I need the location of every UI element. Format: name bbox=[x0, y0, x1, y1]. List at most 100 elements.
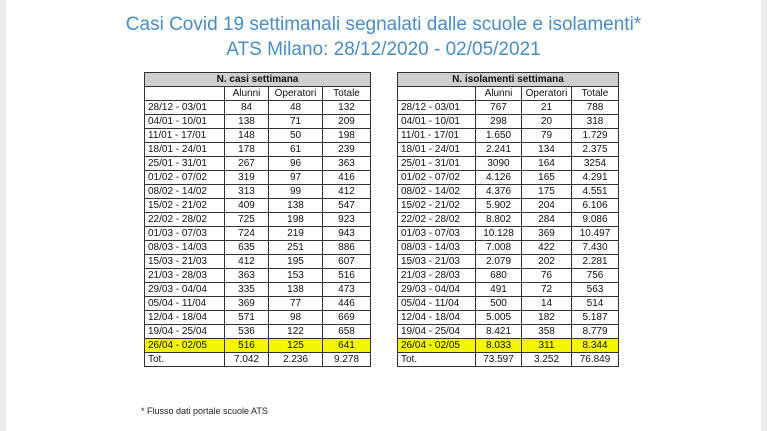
isolations-cell-alunni: 5.005 bbox=[475, 310, 522, 325]
isolations-cell-totale: 8.344 bbox=[570, 338, 620, 353]
cases-row: 19/04 - 25/04 536 122 658 bbox=[144, 324, 372, 339]
cases-cell-totale: 641 bbox=[321, 338, 372, 353]
cases-total-row: Tot. 7.042 2.236 9.278 bbox=[144, 352, 372, 367]
isolations-cell-week: 15/02 - 21/02 bbox=[397, 198, 476, 213]
isolations-row: 29/03 - 04/04 491 72 563 bbox=[397, 282, 620, 297]
cases-cell-operatori: 2.236 bbox=[268, 352, 323, 367]
isolations-cell-alunni: 2.241 bbox=[475, 142, 522, 157]
isolations-cell-operatori: 164 bbox=[521, 156, 572, 171]
cases-row: 18/01 - 24/01 178 61 239 bbox=[144, 142, 372, 157]
cases-cell-operatori: 198 bbox=[268, 212, 323, 227]
isolations-cell-week: 22/02 - 28/02 bbox=[397, 212, 476, 227]
isolations-col-alunni: Alunni bbox=[475, 86, 522, 101]
cases-cell-operatori: 138 bbox=[268, 198, 323, 213]
cases-cell-week: 11/01 - 17/01 bbox=[144, 128, 225, 143]
page-title: Casi Covid 19 settimanali segnalati dall… bbox=[125, 14, 642, 35]
cases-col-operatori: Operatori bbox=[268, 86, 323, 101]
isolations-cell-totale: 10.497 bbox=[570, 226, 620, 241]
cases-cell-alunni: 725 bbox=[224, 212, 269, 227]
isolations-cell-week: 08/02 - 14/02 bbox=[397, 184, 476, 199]
cases-cell-alunni: 84 bbox=[224, 100, 269, 115]
isolations-cell-week: 11/01 - 17/01 bbox=[397, 128, 476, 143]
isolations-row: 28/12 - 03/01 767 21 788 bbox=[397, 100, 620, 115]
isolations-cell-operatori: 134 bbox=[521, 142, 572, 157]
cases-row: 04/01 - 10/01 138 71 209 bbox=[144, 114, 372, 129]
cases-cell-totale: 363 bbox=[321, 156, 372, 171]
isolations-cell-alunni: 8.033 bbox=[475, 338, 522, 353]
isolations-row: 01/03 - 07/03 10.128 369 10.497 bbox=[397, 226, 620, 241]
isolations-cell-week: 12/04 - 18/04 bbox=[397, 310, 476, 325]
isolations-row: 12/04 - 18/04 5.005 182 5.187 bbox=[397, 310, 620, 325]
isolations-cell-week: 15/03 - 21/03 bbox=[397, 254, 476, 269]
isolations-cell-week: 25/01 - 31/01 bbox=[397, 156, 476, 171]
isolations-cell-operatori: 311 bbox=[521, 338, 572, 353]
isolations-cell-totale: 563 bbox=[570, 282, 620, 297]
cases-cell-operatori: 98 bbox=[268, 310, 323, 325]
isolations-cell-week: 29/03 - 04/04 bbox=[397, 282, 476, 297]
isolations-cell-totale: 8.779 bbox=[570, 324, 620, 339]
cases-cell-totale: 9.278 bbox=[321, 352, 372, 367]
cases-cell-operatori: 138 bbox=[268, 282, 323, 297]
cases-cell-alunni: 313 bbox=[224, 184, 269, 199]
cases-cell-alunni: 571 bbox=[224, 310, 269, 325]
cases-row: 12/04 - 18/04 571 98 669 bbox=[144, 310, 372, 325]
isolations-cell-alunni: 8.421 bbox=[475, 324, 522, 339]
cases-cell-week: 25/01 - 31/01 bbox=[144, 156, 225, 171]
cases-row: 01/02 - 07/02 319 97 416 bbox=[144, 170, 372, 185]
cases-cell-totale: 886 bbox=[321, 240, 372, 255]
isolations-table: N. isolamenti settimana Alunni Operatori… bbox=[396, 72, 620, 367]
cases-cell-week: 19/04 - 25/04 bbox=[144, 324, 225, 339]
cases-cell-totale: 943 bbox=[321, 226, 372, 241]
cases-cell-week: 15/03 - 21/03 bbox=[144, 254, 225, 269]
cases-cell-week: 05/04 - 11/04 bbox=[144, 296, 225, 311]
cases-cell-alunni: 7.042 bbox=[224, 352, 269, 367]
cases-cell-totale: 239 bbox=[321, 142, 372, 157]
isolations-cell-operatori: 79 bbox=[521, 128, 572, 143]
isolations-table-body: 28/12 - 03/01 767 21 788 04/01 - 10/01 298 20 3… bbox=[397, 100, 620, 367]
cases-row: 22/02 - 28/02 725 198 923 bbox=[144, 212, 372, 227]
cases-row: 11/01 - 17/01 148 50 198 bbox=[144, 128, 372, 143]
footnote: * Flusso dati portale scuole ATS bbox=[141, 406, 268, 416]
cases-cell-alunni: 369 bbox=[224, 296, 269, 311]
isolations-cell-week: 19/04 - 25/04 bbox=[397, 324, 476, 339]
isolations-row: 15/03 - 21/03 2.079 202 2.281 bbox=[397, 254, 620, 269]
cases-cell-alunni: 319 bbox=[224, 170, 269, 185]
isolations-cell-totale: 5.187 bbox=[570, 310, 620, 325]
isolations-cell-totale: 788 bbox=[570, 100, 620, 115]
isolations-cell-week: 04/01 - 10/01 bbox=[397, 114, 476, 129]
isolations-cell-totale: 6.106 bbox=[570, 198, 620, 213]
isolations-cell-alunni: 3090 bbox=[475, 156, 522, 171]
cases-cell-operatori: 122 bbox=[268, 324, 323, 339]
cases-row: 25/01 - 31/01 267 96 363 bbox=[144, 156, 372, 171]
isolations-col-week bbox=[397, 86, 476, 101]
cases-row: 15/02 - 21/02 409 138 547 bbox=[144, 198, 372, 213]
isolations-cell-operatori: 204 bbox=[521, 198, 572, 213]
cases-cell-week: 18/01 - 24/01 bbox=[144, 142, 225, 157]
isolations-total-row: Tot. 73.597 3.252 76.849 bbox=[397, 352, 620, 367]
isolations-cell-operatori: 165 bbox=[521, 170, 572, 185]
isolations-col-operatori: Operatori bbox=[521, 86, 572, 101]
isolations-cell-totale: 514 bbox=[570, 296, 620, 311]
isolations-cell-week: 05/04 - 11/04 bbox=[397, 296, 476, 311]
cases-row: 05/04 - 11/04 369 77 446 bbox=[144, 296, 372, 311]
isolations-cell-alunni: 4.376 bbox=[475, 184, 522, 199]
cases-cell-operatori: 48 bbox=[268, 100, 323, 115]
isolations-cell-alunni: 298 bbox=[475, 114, 522, 129]
isolations-row: 21/03 - 28/03 680 76 756 bbox=[397, 268, 620, 283]
isolations-cell-operatori: 202 bbox=[521, 254, 572, 269]
cases-cell-alunni: 409 bbox=[224, 198, 269, 213]
isolations-cell-totale: 1.729 bbox=[570, 128, 620, 143]
isolations-cell-operatori: 76 bbox=[521, 268, 572, 283]
cases-cell-operatori: 50 bbox=[268, 128, 323, 143]
cases-cell-operatori: 71 bbox=[268, 114, 323, 129]
isolations-row: 05/04 - 11/04 500 14 514 bbox=[397, 296, 620, 311]
cases-cell-totale: 416 bbox=[321, 170, 372, 185]
isolations-row: 26/04 - 02/05 8.033 311 8.344 bbox=[397, 338, 620, 353]
cases-cell-week: 28/12 - 03/01 bbox=[144, 100, 225, 115]
cases-cell-totale: 446 bbox=[321, 296, 372, 311]
cases-cell-week: 15/02 - 21/02 bbox=[144, 198, 225, 213]
cases-col-week bbox=[144, 86, 225, 101]
isolations-row: 22/02 - 28/02 8.802 284 9.086 bbox=[397, 212, 620, 227]
isolations-cell-week: 18/01 - 24/01 bbox=[397, 142, 476, 157]
isolations-cell-alunni: 5.902 bbox=[475, 198, 522, 213]
